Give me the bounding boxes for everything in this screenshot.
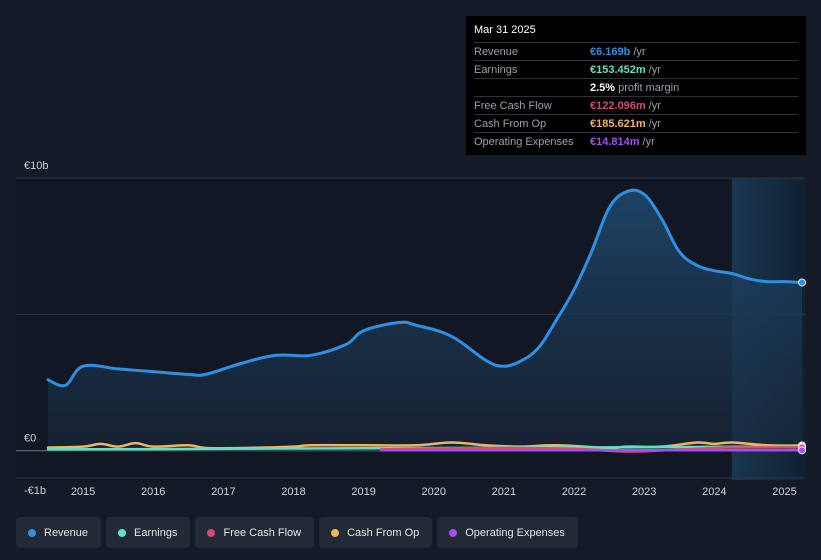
revenue-area [48,190,802,451]
x-tick-label: 2025 [772,486,796,498]
tooltip-row: Operating Expenses €14.814m/yr [474,132,798,150]
y-tick-label: -€1b [24,485,46,497]
series-end-point [798,446,806,455]
tooltip-label: Free Cash Flow [474,99,552,112]
tooltip-row: 2.5% profit margin [474,78,798,96]
legend-dot-icon [207,528,216,537]
tooltip-value: €185.621m [590,117,646,130]
legend-item-revenue[interactable]: Revenue [16,517,102,548]
tooltip-row: Earnings €153.452m/yr [474,60,798,78]
legend-label: Operating Expenses [465,526,565,539]
tooltip-value: €6.169b [590,45,631,58]
legend-label: Revenue [44,526,89,539]
tooltip-row: Cash From Op €185.621m/yr [474,114,798,132]
chart: €10b €0 -€1b 2015 2016 2017 2018 2019 2020 2021 2… [16,160,806,498]
x-tick-label: 2023 [632,486,656,498]
x-tick-label: 2024 [702,486,726,498]
legend-item-operating-expenses[interactable]: Operating Expenses [437,517,578,548]
tooltip-unit: /yr [642,135,655,148]
x-tick-label: 2015 [71,486,95,498]
x-tick-label: 2016 [141,486,165,498]
x-tick-label: 2017 [211,486,235,498]
tooltip-value: €153.452m [590,63,646,76]
legend-dot-icon [118,528,127,537]
tooltip-date: Mar 31 2025 [474,24,536,36]
x-tick-label: 2020 [422,486,446,498]
legend-dot-icon [28,528,36,537]
series-end-point [798,278,806,287]
y-tick-label: €10b [24,160,48,172]
tooltip-row: Revenue €6.169b/yr [474,42,798,60]
x-tick-label: 2022 [562,486,586,498]
legend-dot-icon [331,528,340,537]
tooltip-value: 2.5% [590,81,616,94]
tooltip-unit: profit margin [618,81,680,94]
tooltip-unit: /yr [633,45,646,58]
legend-item-free-cash-flow[interactable]: Free Cash Flow [195,517,315,548]
legend-item-earnings[interactable]: Earnings [106,517,191,548]
legend-label: Cash From Op [347,526,420,539]
legend-label: Free Cash Flow [223,526,302,539]
tooltip-value: €14.814m [590,135,640,148]
tooltip-label: Cash From Op [474,117,547,130]
legend-label: Earnings [134,526,178,539]
tooltip-unit: /yr [648,63,661,76]
x-tick-label: 2018 [281,486,305,498]
tooltip-label: Revenue [474,45,519,58]
x-tick-label: 2021 [492,486,516,498]
legend-item-cash-from-op[interactable]: Cash From Op [319,517,433,548]
tooltip-label: Operating Expenses [474,135,574,148]
tooltip-unit: /yr [648,99,661,112]
series-line-revenue [46,188,804,388]
legend-dot-icon [449,528,458,537]
legend: Revenue Earnings Free Cash Flow Cash From O… [16,517,578,548]
series-line-cash-from-op [46,441,804,450]
tooltip-unit: /yr [648,117,661,130]
tooltip: Mar 31 2025 Revenue €6.169b/yr Earnings €15… [466,16,806,155]
tooltip-row: Free Cash Flow €122.096m/yr [474,96,798,114]
tooltip-value: €122.096m [590,99,646,112]
x-tick-label: 2019 [351,486,375,498]
y-tick-label: €0 [24,433,36,445]
tooltip-label: Earnings [474,63,518,76]
